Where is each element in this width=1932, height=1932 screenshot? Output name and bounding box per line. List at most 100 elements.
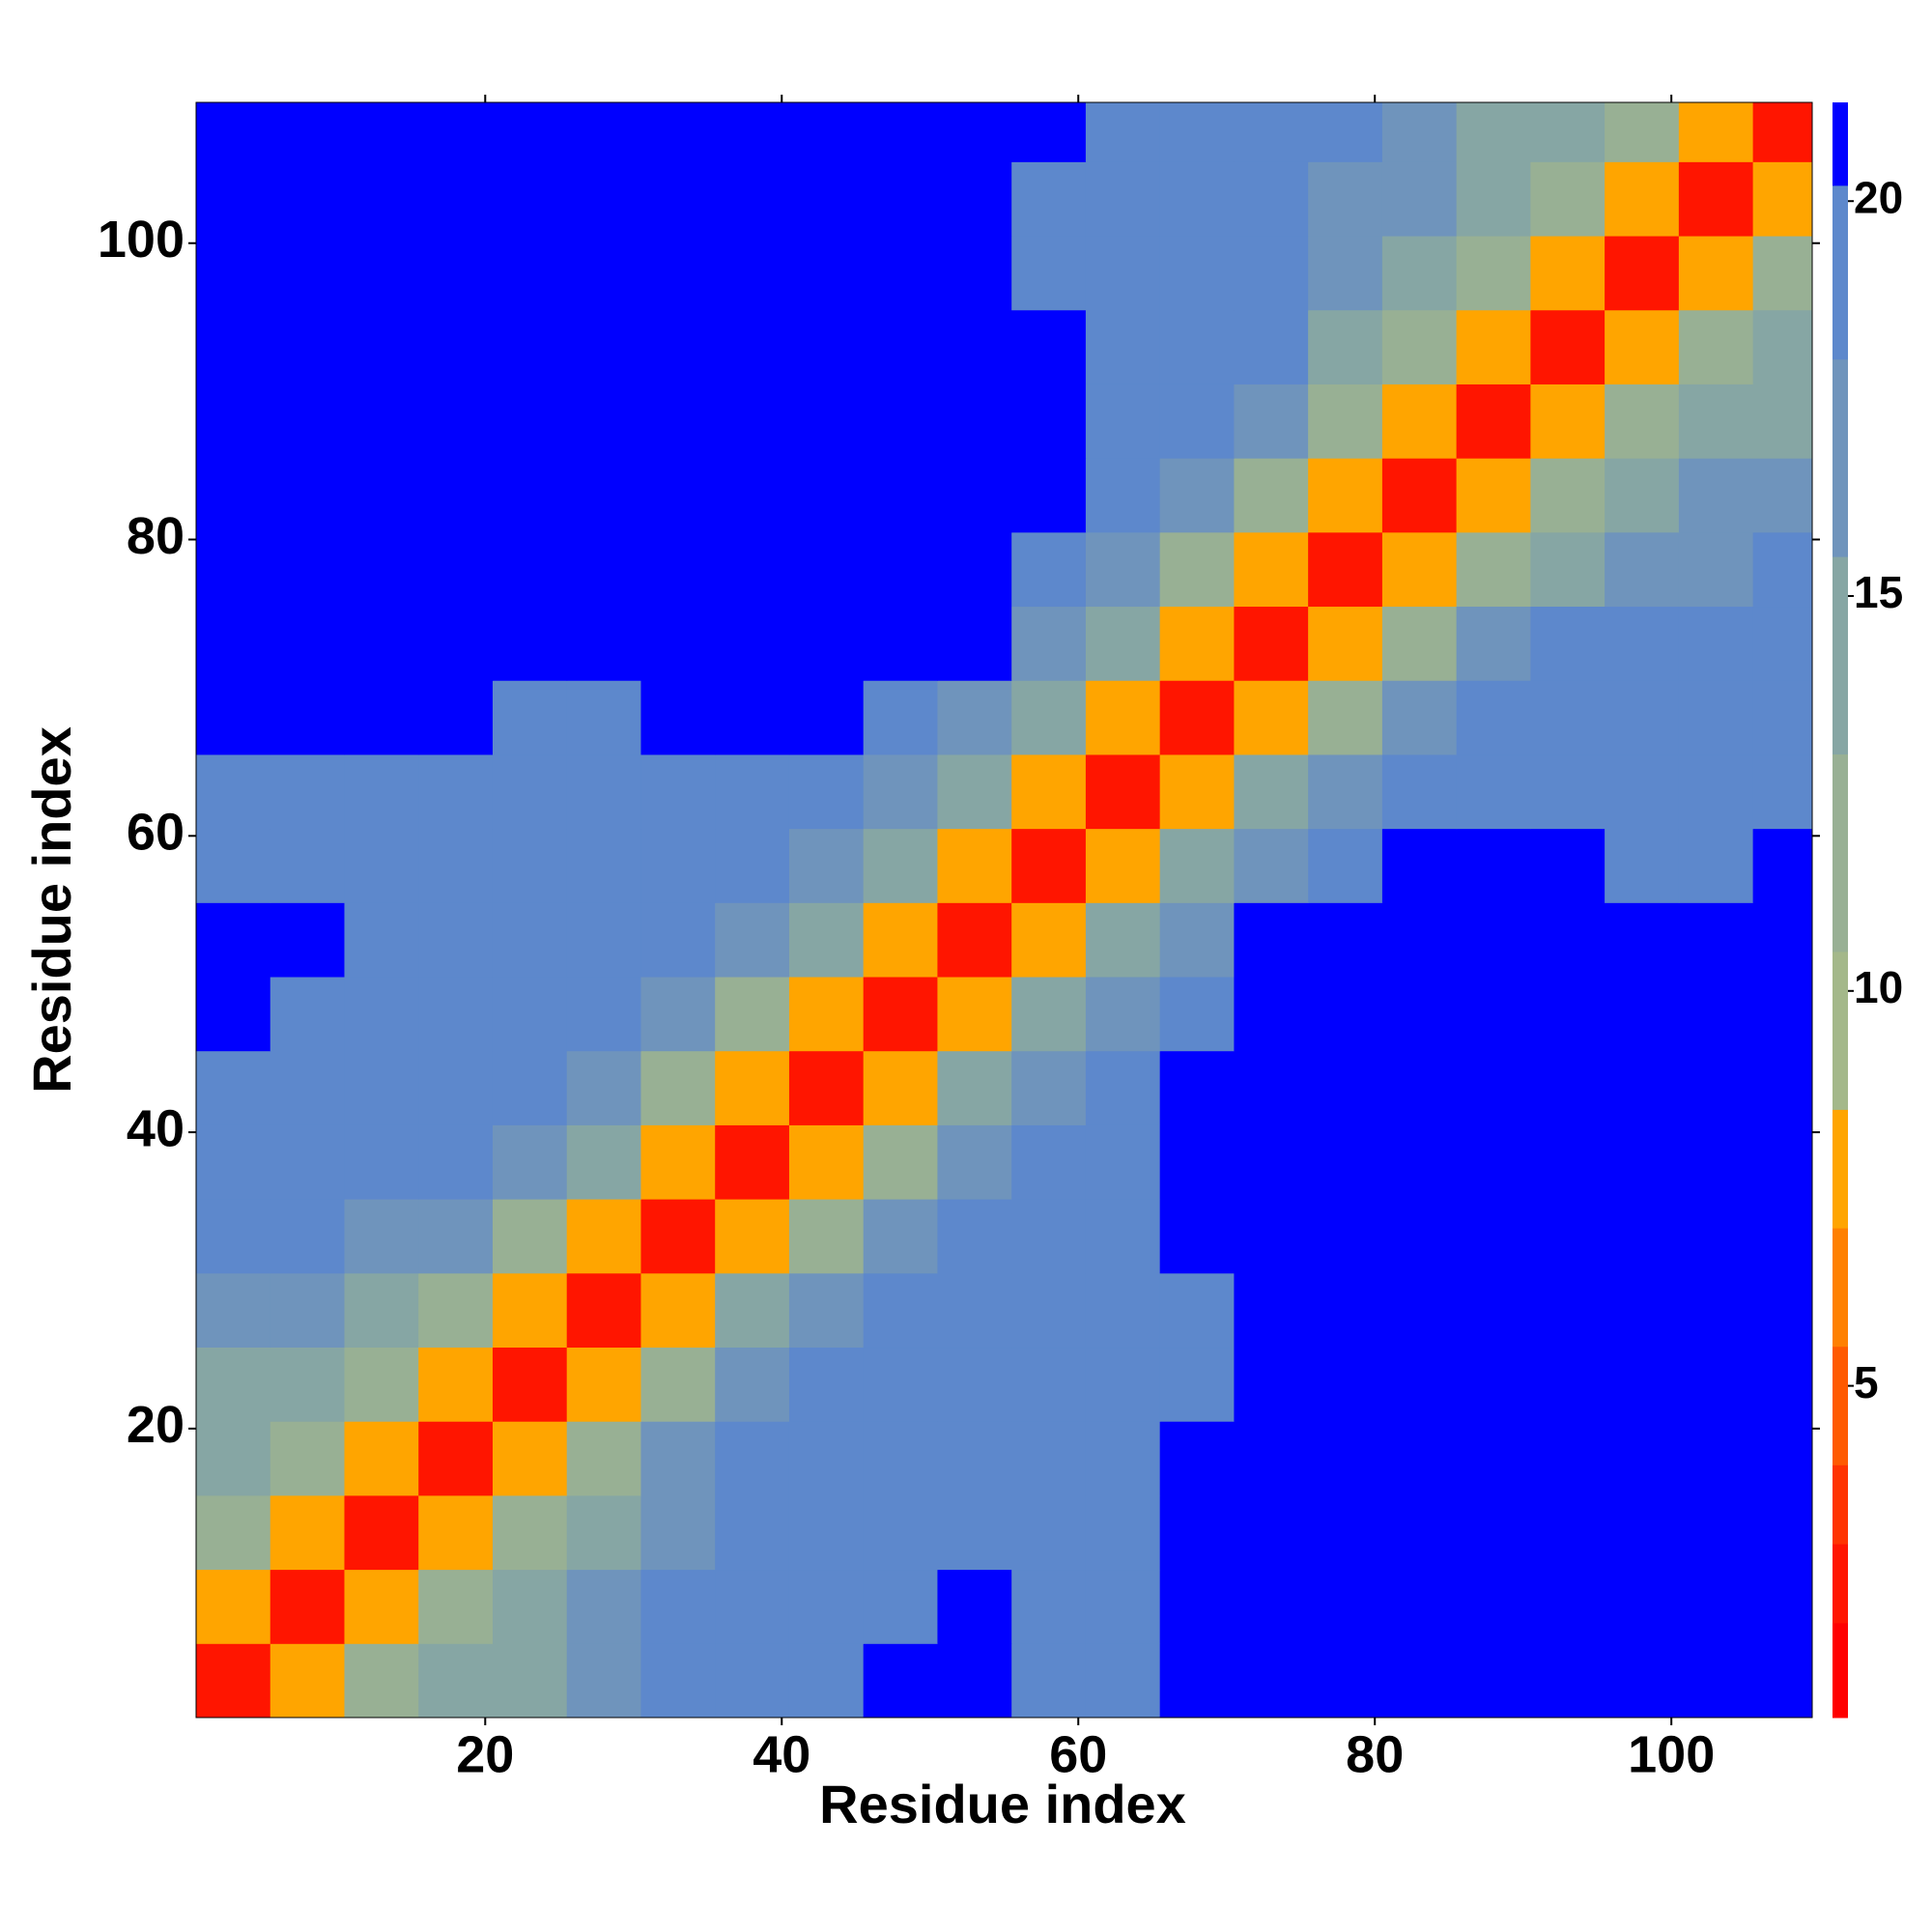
heatmap-cell xyxy=(640,902,716,978)
heatmap-cell xyxy=(1011,1643,1087,1719)
heatmap-cell xyxy=(1011,1272,1087,1349)
heatmap-cell xyxy=(1456,1272,1531,1349)
heatmap-cell xyxy=(196,531,271,608)
heatmap-cell xyxy=(270,1494,345,1571)
heatmap-cell xyxy=(492,384,568,459)
heatmap-cell xyxy=(566,1643,641,1719)
heatmap-cell xyxy=(863,236,938,311)
heatmap-cell xyxy=(863,1494,938,1571)
colorbar-level xyxy=(1833,1544,1848,1624)
heatmap-cell xyxy=(715,384,790,459)
heatmap-cell xyxy=(1456,1199,1531,1274)
heatmap-cell xyxy=(863,1347,938,1422)
heatmap-cell xyxy=(1456,902,1531,978)
heatmap-cell xyxy=(344,236,419,311)
y-tick-label: 40 xyxy=(127,1099,185,1157)
heatmap-cell xyxy=(1530,384,1605,459)
heatmap-cell xyxy=(788,161,865,237)
heatmap-cell xyxy=(1085,902,1161,978)
heatmap-cell xyxy=(640,309,716,384)
heatmap-cell xyxy=(418,384,494,459)
heatmap-cell xyxy=(1752,1347,1813,1422)
heatmap-cell xyxy=(1011,977,1087,1052)
heatmap-cell xyxy=(566,977,641,1052)
colorbar-level xyxy=(1833,1228,1848,1348)
heatmap-cell xyxy=(344,753,419,830)
heatmap-cell xyxy=(937,384,1012,459)
heatmap-cell xyxy=(1234,977,1309,1052)
heatmap-cell xyxy=(937,1199,1012,1274)
heatmap-cell xyxy=(1085,977,1161,1052)
heatmap-cell xyxy=(1678,384,1754,459)
heatmap-cell xyxy=(1381,606,1458,681)
colorbar-tick-label: 5 xyxy=(1854,1357,1879,1407)
heatmap-cell xyxy=(1159,828,1235,903)
heatmap-cell xyxy=(863,1199,938,1274)
heatmap-cell xyxy=(1308,680,1383,755)
heatmap-cell xyxy=(715,236,790,311)
heatmap-cell xyxy=(715,1347,790,1422)
heatmap-cell xyxy=(937,1643,1012,1719)
heatmap-cell xyxy=(1085,384,1161,459)
heatmap-cell xyxy=(937,1124,1012,1200)
heatmap-cell xyxy=(344,1494,419,1571)
heatmap-cell xyxy=(1159,1494,1235,1571)
heatmap-cell xyxy=(196,236,271,311)
heatmap-cell xyxy=(1308,1421,1383,1496)
heatmap-cell xyxy=(1085,309,1161,384)
heatmap-cell xyxy=(715,902,790,978)
heatmap-cell xyxy=(788,977,865,1052)
y-tick-label: 20 xyxy=(127,1396,185,1454)
heatmap-cell xyxy=(1752,309,1813,384)
heatmap-cell xyxy=(1159,531,1235,608)
heatmap-cell xyxy=(1605,1272,1680,1349)
heatmap-cell xyxy=(1752,680,1813,755)
heatmap-cell xyxy=(1530,531,1605,608)
heatmap-cell xyxy=(1308,902,1383,978)
heatmap-cell xyxy=(196,606,271,681)
heatmap-cell xyxy=(1085,161,1161,237)
heatmap-cell xyxy=(1605,1494,1680,1571)
heatmap-cell xyxy=(715,1199,790,1274)
heatmap-cell xyxy=(863,753,938,830)
heatmap-cell xyxy=(492,102,568,162)
heatmap-cell xyxy=(640,1643,716,1719)
heatmap-cell xyxy=(937,606,1012,681)
heatmap-cell xyxy=(788,1199,865,1274)
heatmap-cell xyxy=(344,1347,419,1422)
heatmap-cell xyxy=(1011,1421,1087,1496)
heatmap-cell xyxy=(640,1124,716,1200)
heatmap-cell xyxy=(1678,236,1754,311)
heatmap-cell xyxy=(344,1199,419,1274)
heatmap-cell xyxy=(1234,1124,1309,1200)
heatmap-cell xyxy=(1308,753,1383,830)
heatmap-cell xyxy=(492,531,568,608)
heatmap-cell xyxy=(492,606,568,681)
heatmap-cell xyxy=(1308,606,1383,681)
heatmap-cell xyxy=(270,1124,345,1200)
heatmap-cell xyxy=(418,753,494,830)
heatmap-cell xyxy=(196,384,271,459)
heatmap-cell xyxy=(788,1347,865,1422)
heatmap-cell xyxy=(1456,1569,1531,1644)
heatmap-cell xyxy=(1678,1643,1754,1719)
heatmap-cell xyxy=(788,1643,865,1719)
heatmap-cell xyxy=(937,309,1012,384)
heatmap-cell xyxy=(640,1347,716,1422)
heatmap-cell xyxy=(1530,606,1605,681)
heatmap-cell xyxy=(1159,161,1235,237)
heatmap-cell xyxy=(1530,1050,1605,1125)
heatmap-cell xyxy=(863,1050,938,1125)
x-axis-title: Residue index xyxy=(819,1774,1186,1834)
x-tick-label: 100 xyxy=(1628,1725,1715,1783)
heatmap-cell xyxy=(196,1199,271,1274)
heatmap-cell xyxy=(1605,102,1680,162)
heatmap-cell xyxy=(1381,902,1458,978)
heatmap-cell xyxy=(566,828,641,903)
heatmap-cell xyxy=(344,458,419,533)
heatmap-cell xyxy=(344,1272,419,1349)
heatmap-cell xyxy=(863,309,938,384)
heatmap-cell xyxy=(715,458,790,533)
heatmap-cell xyxy=(788,102,865,162)
heatmap-cell xyxy=(270,1272,345,1349)
